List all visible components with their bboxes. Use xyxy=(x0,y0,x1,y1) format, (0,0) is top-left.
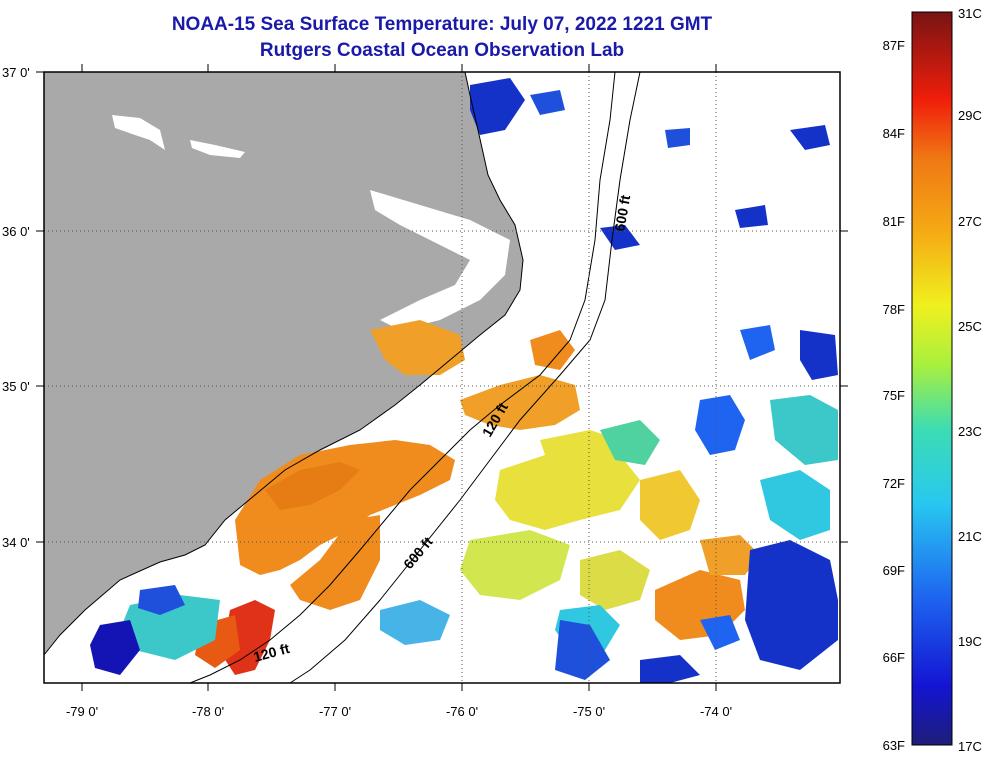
colorbar-f-84: 84F xyxy=(883,126,905,141)
colorbar-c-27: 27C xyxy=(958,214,982,229)
coastline xyxy=(43,71,524,656)
lon-label-74: -74 0' xyxy=(700,704,732,719)
lat-label-34: 34 0' xyxy=(2,535,30,550)
inland-lake xyxy=(112,115,165,150)
colorbar-c-19: 19C xyxy=(958,634,982,649)
lon-label-79: -79 0' xyxy=(66,704,98,719)
contour-600ft xyxy=(289,71,641,684)
colorbar-f-75: 75F xyxy=(883,388,905,403)
colorbar-f-69: 69F xyxy=(883,563,905,578)
colorbar-f-63: 63F xyxy=(883,738,905,753)
colorbar-c-21: 21C xyxy=(958,529,982,544)
colorbar-c-31: 31C xyxy=(958,6,982,21)
colorbar-c-29: 29C xyxy=(958,108,982,123)
colorbar-f-78: 78F xyxy=(883,302,905,317)
lon-label-75: -75 0' xyxy=(573,704,605,719)
lat-label-36: 36 0' xyxy=(2,224,30,239)
lon-label-77: -77 0' xyxy=(319,704,351,719)
contour-120ft xyxy=(189,71,616,684)
lat-label-35: 35 0' xyxy=(2,379,30,394)
lon-label-78: -78 0' xyxy=(192,704,224,719)
sst-patches xyxy=(90,78,838,683)
map-frame xyxy=(43,71,841,684)
lat-label-37: 37 0' xyxy=(2,65,30,80)
colorbar-f-81: 81F xyxy=(883,214,905,229)
colorbar xyxy=(911,11,953,746)
lon-label-76: -76 0' xyxy=(446,704,478,719)
colorbar-f-72: 72F xyxy=(883,476,905,491)
map-title: NOAA-15 Sea Surface Temperature: July 07… xyxy=(171,14,713,35)
contour-label-600ft-north: 600 ft xyxy=(611,193,633,232)
graticule xyxy=(44,72,840,683)
colorbar-f-87: 87F xyxy=(883,38,905,53)
colorbar-c-25: 25C xyxy=(958,319,982,334)
colorbar-c-23: 23C xyxy=(958,424,982,439)
colorbar-f-66: 66F xyxy=(883,650,905,665)
axis-ticks xyxy=(36,64,848,691)
colorbar-c-17: 17C xyxy=(958,739,982,754)
map-subtitle: Rutgers Coastal Ocean Observation Lab xyxy=(259,40,625,61)
pamlico-sound xyxy=(370,190,510,330)
inland-lake-2 xyxy=(190,140,245,158)
